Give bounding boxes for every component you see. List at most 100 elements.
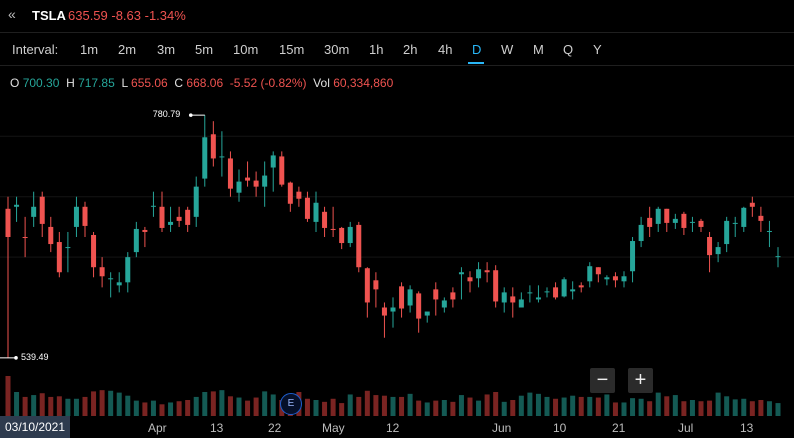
candle-body[interactable] [339,227,345,244]
candle-body[interactable] [766,230,772,232]
candle-body[interactable] [698,220,704,227]
candle-body[interactable] [356,224,362,268]
candle-body[interactable] [595,267,601,275]
candle-body[interactable] [91,234,97,268]
candle-body[interactable] [73,206,79,227]
interval-10m[interactable]: 10m [233,42,259,57]
candle-body[interactable] [467,277,473,282]
candle-body[interactable] [390,307,396,312]
candle-body[interactable] [630,241,636,272]
candle-body[interactable] [561,279,567,297]
interval-w[interactable]: W [501,42,514,57]
candle-body[interactable] [553,287,559,298]
candle-body[interactable] [458,272,464,275]
candle-body[interactable] [313,202,319,222]
zoom-in-button[interactable]: + [628,368,653,393]
candle-body[interactable] [236,181,242,193]
candle-body[interactable] [527,292,533,294]
candle-body[interactable] [108,278,114,280]
candle-body[interactable] [185,209,191,225]
candle-body[interactable] [227,158,233,189]
candle-body[interactable] [322,211,328,228]
candle-body[interactable] [749,202,755,207]
candle-body[interactable] [82,206,88,226]
candle-body[interactable] [253,180,259,187]
candle-body[interactable] [621,276,627,282]
candle-body[interactable] [262,175,268,187]
candle-body[interactable] [587,266,593,282]
interval-15m[interactable]: 15m [279,42,305,57]
zoom-out-button[interactable]: − [590,368,615,393]
candle-body[interactable] [638,224,644,242]
interval-5m[interactable]: 5m [195,42,214,57]
interval-2m[interactable]: 2m [118,42,137,57]
candle-body[interactable] [741,207,747,227]
candle-body[interactable] [416,293,422,319]
candle-body[interactable] [399,286,405,309]
candle-body[interactable] [296,191,302,199]
candle-body[interactable] [775,256,781,258]
candle-body[interactable] [758,215,764,221]
candle-body[interactable] [116,282,122,286]
candle-body[interactable] [65,247,71,249]
collapse-icon[interactable]: « [8,6,16,22]
candle-body[interactable] [14,204,20,207]
interval-3m[interactable]: 3m [157,42,176,57]
candle-body[interactable] [159,206,165,228]
candle-body[interactable] [655,208,661,224]
candle-body[interactable] [484,270,490,273]
candlestick-chart[interactable] [0,96,794,416]
candle-body[interactable] [125,257,131,283]
candle-body[interactable] [707,237,713,256]
candle-body[interactable] [202,137,208,179]
candle-body[interactable] [510,296,516,303]
interval-q[interactable]: Q [563,42,574,57]
candle-body[interactable] [270,155,276,168]
candle-body[interactable] [604,277,610,280]
candle-body[interactable] [672,218,678,223]
candle-body[interactable] [518,299,524,308]
interval-4h[interactable]: 4h [438,42,453,57]
candle-body[interactable] [304,197,310,219]
candle-body[interactable] [612,276,618,281]
candle-body[interactable] [133,228,139,253]
candle-body[interactable] [31,206,37,217]
candle-body[interactable] [433,289,439,300]
candle-body[interactable] [330,228,336,230]
candle-body[interactable] [347,226,353,244]
candle-body[interactable] [732,222,738,224]
candle-body[interactable] [168,221,174,225]
candle-body[interactable] [681,213,687,228]
candle-body[interactable] [5,208,11,237]
candle-body[interactable] [176,216,182,221]
candle-body[interactable] [493,270,499,302]
candle-body[interactable] [22,237,28,239]
candle-body[interactable] [381,307,387,316]
interval-1m[interactable]: 1m [80,42,99,57]
candle-body[interactable] [441,300,447,308]
candle-body[interactable] [715,247,721,255]
interval-m[interactable]: M [533,42,544,57]
earnings-badge[interactable]: E [280,393,302,415]
candle-body[interactable] [373,280,379,290]
candle-body[interactable] [724,220,730,245]
interval-2h[interactable]: 2h [403,42,418,57]
candle-body[interactable] [689,221,695,223]
candle-body[interactable] [501,292,507,303]
candle-body[interactable] [287,182,293,204]
candle-body[interactable] [407,289,413,306]
candle-body[interactable] [150,205,156,207]
candle-body[interactable] [476,269,482,279]
candle-body[interactable] [56,242,62,273]
candle-body[interactable] [99,267,105,277]
candle-body[interactable] [424,311,430,316]
interval-30m[interactable]: 30m [324,42,350,57]
candle-body[interactable] [450,292,456,300]
candle-body[interactable] [193,186,199,217]
candle-body[interactable] [647,217,653,227]
candle-body[interactable] [570,289,576,292]
candle-body[interactable] [210,134,216,159]
candle-body[interactable] [245,177,251,181]
candle-body[interactable] [535,297,541,300]
candle-body[interactable] [544,291,550,293]
